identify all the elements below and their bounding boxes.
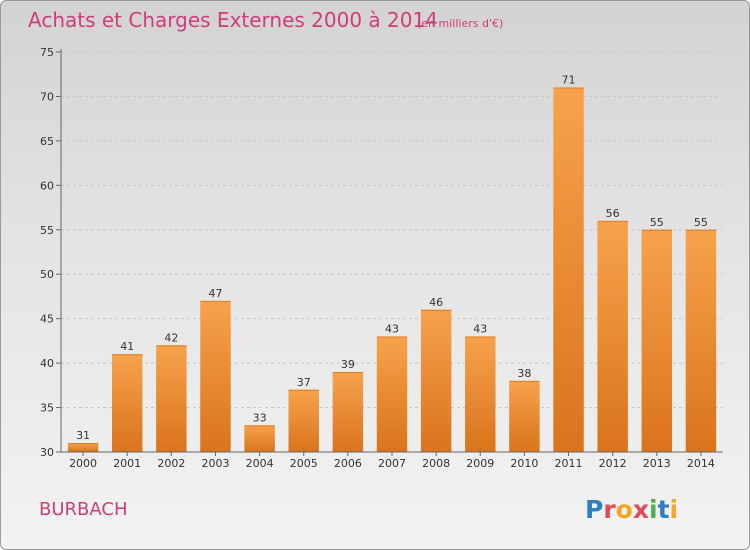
logo-letter: P: [585, 495, 603, 524]
x-tick-label: 2008: [422, 457, 450, 470]
bar: [597, 220, 628, 452]
bar: [641, 229, 673, 452]
data-label: 41: [120, 340, 134, 353]
y-tick-label: 45: [40, 313, 54, 326]
y-tick-label: 50: [40, 268, 54, 281]
y-tick-label: 70: [40, 90, 54, 103]
bar: [67, 443, 99, 452]
x-tick-label: 2006: [334, 457, 362, 470]
y-tick-label: 60: [40, 179, 54, 192]
data-label: 37: [297, 376, 311, 389]
commune-label: BURBACH: [39, 499, 127, 520]
bar: [553, 87, 584, 453]
x-tick-label: 2013: [643, 457, 671, 470]
x-tick-label: 2002: [157, 457, 185, 470]
y-tick-label: 75: [40, 46, 54, 59]
logo-letter: i: [670, 495, 679, 524]
x-tick-label: 2005: [290, 457, 318, 470]
data-label: 33: [253, 411, 267, 424]
bar: [509, 380, 540, 452]
y-tick-label: 65: [40, 135, 54, 148]
data-label: 55: [650, 216, 664, 229]
bar: [288, 389, 319, 452]
y-tick-label: 35: [40, 402, 54, 415]
bar: [200, 300, 231, 452]
bar: [685, 229, 717, 452]
chart-title: Achats et Charges Externes 2000 à 2014: [28, 8, 438, 32]
data-label: 56: [606, 207, 620, 220]
bar: [244, 425, 275, 452]
x-tick-label: 2012: [599, 457, 627, 470]
logo-letter: o: [616, 495, 633, 524]
x-tick-label: 2011: [555, 457, 583, 470]
x-tick-label: 2001: [113, 457, 141, 470]
logo-letter: x: [633, 495, 649, 524]
proxiti-logo: Proxiti: [585, 495, 678, 524]
x-tick-label: 2014: [687, 457, 715, 470]
logo-letter: t: [658, 495, 670, 524]
data-label: 39: [341, 358, 355, 371]
data-label: 43: [473, 322, 487, 335]
bar: [111, 354, 143, 452]
x-tick-label: 2000: [69, 457, 97, 470]
data-label: 38: [517, 367, 531, 380]
data-label: 31: [76, 429, 90, 442]
data-label: 46: [429, 296, 443, 309]
bar: [465, 336, 496, 452]
y-tick-label: 40: [40, 357, 54, 370]
x-tick-label: 2009: [466, 457, 494, 470]
x-tick-label: 2007: [378, 457, 406, 470]
bar-layer: 31 41 42 47 33 37 39 43 46 43 38 71 56 55 55: [67, 74, 717, 453]
bar: [332, 372, 364, 452]
data-label: 42: [164, 331, 178, 344]
x-tick-label: 2004: [246, 457, 274, 470]
logo-letter: i: [649, 495, 658, 524]
data-label: 55: [694, 216, 708, 229]
bar: [420, 309, 452, 452]
data-label: 47: [208, 287, 222, 300]
x-tick-label: 2010: [510, 457, 538, 470]
y-tick-label: 55: [40, 224, 54, 237]
data-label: 71: [562, 74, 576, 87]
chart-unit-note: (en milliers d'€): [417, 17, 503, 30]
bar: [376, 336, 408, 452]
bar: [156, 345, 187, 452]
data-label: 43: [385, 322, 399, 335]
x-tick-label: 2003: [201, 457, 229, 470]
logo-letter: r: [603, 495, 616, 524]
y-tick-label: 30: [40, 446, 54, 459]
axis-layer: 30 35 40 45 50 55 60 65 70 75 2000 2001 2002 2003 2004…: [40, 46, 723, 470]
